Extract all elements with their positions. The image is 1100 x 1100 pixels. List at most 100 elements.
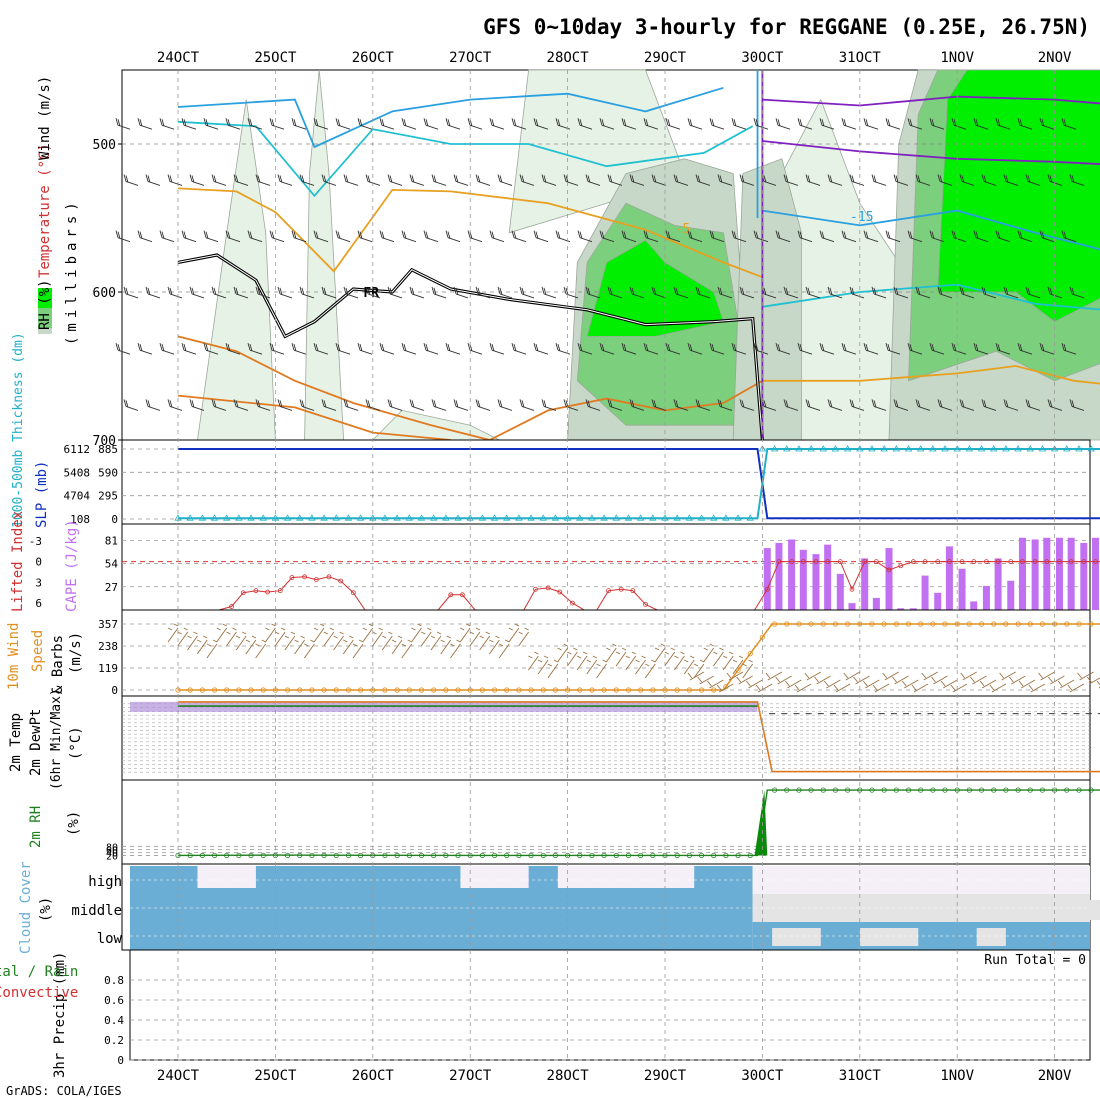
surface-wind-barb xyxy=(921,671,938,681)
wind-barb xyxy=(775,118,791,130)
cape-bar xyxy=(958,568,966,610)
thickness-marker xyxy=(649,514,657,521)
rh2m-marker xyxy=(211,852,218,859)
rh-shading-area xyxy=(937,69,1100,323)
wind-speed-marker xyxy=(345,687,352,693)
surface-wind-barb xyxy=(804,671,822,681)
li-marker xyxy=(789,559,795,565)
li-marker xyxy=(947,559,952,565)
wind-barb xyxy=(731,118,747,130)
temperature-contour xyxy=(762,209,1100,251)
top-date-tick: 28OCT xyxy=(547,50,590,66)
rh2m-marker xyxy=(930,787,936,793)
wind-barb xyxy=(159,118,175,130)
cape-bar xyxy=(970,601,978,610)
wind-barb xyxy=(189,286,205,299)
surface-wind-barb xyxy=(901,679,919,689)
thickness-marker xyxy=(1050,445,1059,452)
wind-barb xyxy=(695,399,711,411)
surface-wind-barb xyxy=(576,651,588,671)
surface-wind-barb xyxy=(235,631,247,651)
rh2m-axis-label-2: (%) xyxy=(66,811,82,836)
wind-barb xyxy=(1039,343,1055,355)
rh2m-marker xyxy=(431,852,437,859)
li-axis-label: Lifted Index xyxy=(10,511,26,612)
wind-barb xyxy=(497,174,513,186)
wind-barb xyxy=(533,230,549,243)
surface-wind-barb xyxy=(707,679,724,689)
bottom-date-ticks: 24OCT 25OCT 26OCT 27OCT 28OCT 29OCT 30OCT 31OCT… xyxy=(157,1068,1072,1084)
cape-tick-label: 27 xyxy=(105,581,118,594)
wind-barb xyxy=(277,286,293,299)
wind-barb xyxy=(819,343,835,355)
wind-speed-marker xyxy=(686,687,692,693)
wind-barb xyxy=(475,286,491,299)
wind-barb xyxy=(365,286,381,299)
cloud-low-grey-patch xyxy=(859,928,919,946)
thickness-marker xyxy=(807,445,815,452)
top-date-tick: 1NOV xyxy=(940,50,974,66)
wind-barb xyxy=(1017,343,1033,355)
wind-barb xyxy=(805,399,821,411)
wind-barb xyxy=(1047,174,1063,186)
wind-barb xyxy=(211,174,227,186)
rh2m-marker xyxy=(966,787,972,793)
wind-barb xyxy=(563,286,579,299)
rh2m-marker xyxy=(260,852,266,859)
slp-tick-label: 295 xyxy=(98,490,118,503)
cape-bar xyxy=(763,548,771,610)
li-marker xyxy=(570,600,575,606)
wind-barb xyxy=(819,230,835,243)
wind-speed-marker xyxy=(443,687,449,693)
li-marker xyxy=(984,559,989,565)
li-marker xyxy=(289,575,295,580)
surface-wind-barb xyxy=(177,627,189,647)
wind-barb xyxy=(365,399,381,411)
wind-speed-marker xyxy=(187,687,193,693)
wind-barb xyxy=(387,174,403,186)
surface-wind-barb xyxy=(226,627,237,647)
wind-barb xyxy=(687,230,703,243)
temperature-contour xyxy=(762,365,1100,385)
wind-speed-marker xyxy=(820,621,826,627)
rh2m-marker xyxy=(394,852,400,859)
thickness-marker xyxy=(929,445,937,452)
wind-barb xyxy=(1047,286,1063,299)
bottom-date-tick: 24OCT xyxy=(157,1068,200,1084)
surface-wind-barb xyxy=(187,631,198,651)
wind-barb xyxy=(299,286,315,299)
precip-frame xyxy=(129,949,1091,1061)
wind-barb xyxy=(717,174,733,186)
wind-barb xyxy=(277,399,293,411)
surface-wind-barb xyxy=(615,647,627,667)
surface-wind-barb xyxy=(537,655,549,675)
thickness-marker xyxy=(916,445,925,452)
surface-wind-barb xyxy=(566,647,578,667)
wind-barb xyxy=(995,118,1011,130)
rh2m-marker xyxy=(443,852,449,859)
wind-speed-marker xyxy=(625,687,632,693)
wind-barb xyxy=(233,399,249,411)
wind-barb xyxy=(981,174,997,186)
wind-barb xyxy=(357,230,373,243)
wind-barb xyxy=(651,286,667,299)
wind-barb xyxy=(929,230,945,243)
wind-barb xyxy=(863,343,879,355)
wind-barb xyxy=(291,230,307,243)
wind-barb xyxy=(533,343,549,355)
li-marker xyxy=(229,604,234,609)
wind-barb xyxy=(621,118,637,130)
wind-barb xyxy=(563,174,579,186)
rh2m-spike xyxy=(754,790,768,856)
top-date-tick: 30OCT xyxy=(741,50,784,66)
wind-barb xyxy=(1061,118,1077,130)
surface-wind-barb xyxy=(726,671,744,681)
thickness-marker xyxy=(600,514,608,521)
surface-wind-barb xyxy=(960,671,977,681)
wind-speed-marker xyxy=(1076,621,1082,627)
surface-wind-barb xyxy=(362,623,374,643)
cape-bar xyxy=(1031,539,1039,610)
wind-barb xyxy=(1069,286,1085,299)
wind-barb xyxy=(159,343,175,355)
wind-barb xyxy=(893,399,909,411)
